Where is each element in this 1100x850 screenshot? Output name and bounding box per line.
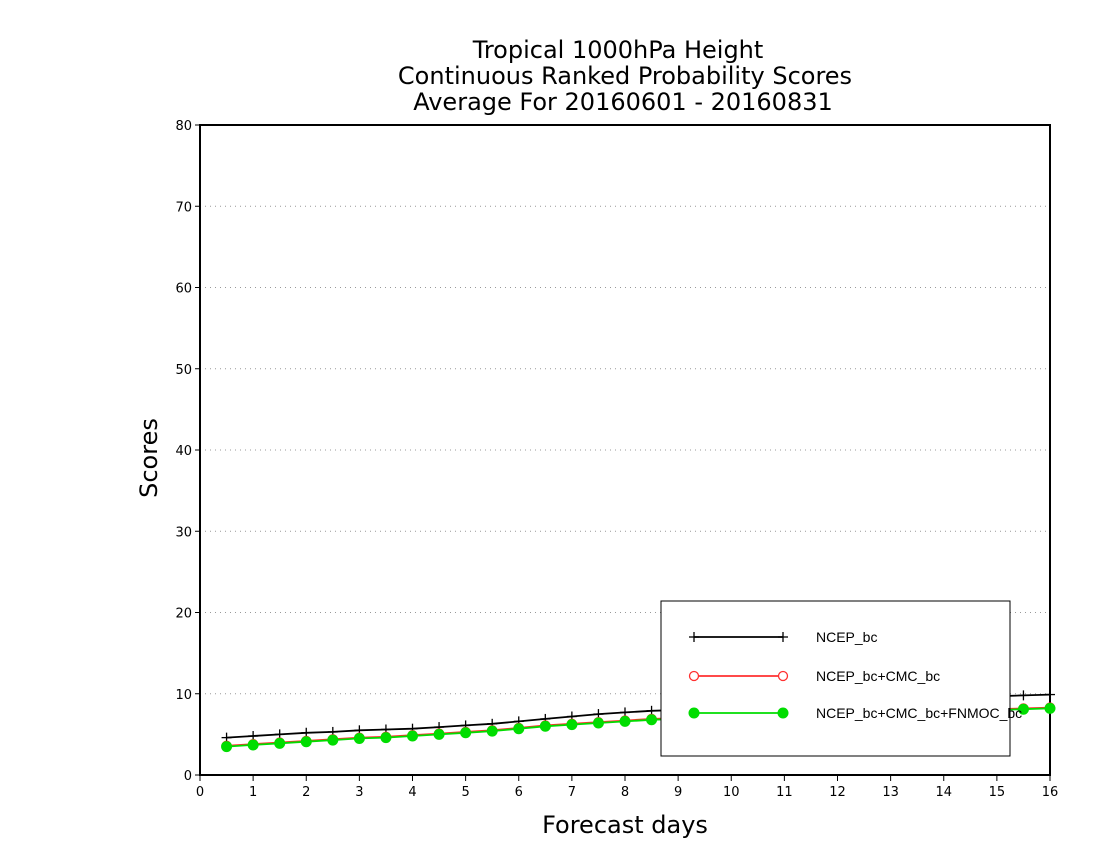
legend-label-1: NCEP_bc+CMC_bc	[816, 668, 940, 684]
legend-marker-end-2	[777, 707, 789, 719]
x-tick-label-8: 8	[621, 785, 629, 800]
legend-item-1: NCEP_bc+CMC_bc	[688, 668, 940, 684]
legend: NCEP_bc NCEP_bc+CMC_bc NCEP_bc+CMC_bc+FNMO…	[660, 600, 1022, 757]
y-axis-label: Scores	[135, 418, 163, 498]
series-2-point-15	[619, 715, 631, 727]
series-2-point-5	[353, 732, 365, 744]
y-tick-label-80: 80	[175, 119, 192, 134]
series-0-point-30	[1018, 690, 1029, 701]
legend-marker-end-1	[777, 670, 789, 682]
series-2-point-1	[247, 739, 259, 751]
series-2-point-8	[433, 728, 445, 740]
legend-marker-end-0	[778, 632, 788, 642]
series-2-point-6	[380, 732, 392, 744]
legend-label-2: NCEP_bc+CMC_bc+FNMOC_bc	[816, 705, 1022, 721]
x-tick-label-9: 9	[674, 785, 682, 800]
series-2-point-12	[539, 720, 551, 732]
series-2-point-2	[274, 737, 286, 749]
x-tick-label-15: 15	[989, 785, 1006, 800]
series-2-point-9	[460, 727, 472, 739]
x-tick-label-14: 14	[935, 785, 952, 800]
x-tick-label-0: 0	[196, 785, 204, 800]
x-tick-label-7: 7	[568, 785, 576, 800]
series-2-point-13	[566, 719, 578, 731]
grid-lines	[200, 205, 1050, 695]
series-2-point-7	[407, 730, 418, 742]
series-2-point-11	[513, 723, 525, 735]
chart-title-line-3: Average For 20160601 - 20160831	[413, 88, 833, 116]
chart-title-line-2: Continuous Ranked Probability Scores	[398, 62, 852, 90]
legend-marker-start-1	[688, 670, 700, 682]
series-2-point-31	[1044, 702, 1056, 714]
x-tick-label-4: 4	[408, 785, 416, 800]
series-2-point-4	[327, 734, 339, 746]
x-tick-label-5: 5	[461, 785, 469, 800]
x-tick-label-1: 1	[249, 785, 257, 800]
series-2-point-30	[1017, 703, 1029, 715]
y-tick-label-40: 40	[175, 444, 192, 459]
x-tick-label-16: 16	[1042, 785, 1059, 800]
x-tick-label-3: 3	[355, 785, 363, 800]
x-axis-label: Forecast days	[542, 811, 708, 839]
chart-title-line-1: Tropical 1000hPa Height	[472, 36, 764, 64]
x-tick-label-12: 12	[829, 785, 846, 800]
y-tick-label-60: 60	[175, 282, 192, 297]
legend-marker-start-0	[689, 632, 699, 642]
legend-item-0: NCEP_bc	[689, 629, 877, 645]
legend-marker-start-2	[688, 707, 700, 719]
x-tick-label-11: 11	[776, 785, 793, 800]
y-tick-label-50: 50	[175, 363, 192, 378]
series-2-point-14	[592, 717, 604, 729]
x-tick-label-6: 6	[515, 785, 523, 800]
y-tick-label-10: 10	[175, 688, 192, 703]
x-tick-label-13: 13	[882, 785, 899, 800]
legend-item-2: NCEP_bc+CMC_bc+FNMOC_bc	[688, 705, 1022, 721]
x-tick-label-2: 2	[302, 785, 310, 800]
legend-box	[660, 600, 1011, 757]
x-tick-label-10: 10	[723, 785, 740, 800]
series-2-point-3	[300, 736, 312, 748]
y-tick-label-70: 70	[175, 200, 192, 215]
y-tick-label-30: 30	[175, 525, 192, 540]
y-tick-label-0: 0	[184, 769, 192, 784]
series-2-point-0	[221, 741, 233, 753]
series-0-point-31	[1045, 689, 1055, 700]
y-tick-label-20: 20	[175, 607, 192, 622]
series-2-point-16	[646, 714, 658, 726]
legend-label-0: NCEP_bc	[816, 629, 877, 645]
series-2-point-10	[486, 725, 498, 737]
